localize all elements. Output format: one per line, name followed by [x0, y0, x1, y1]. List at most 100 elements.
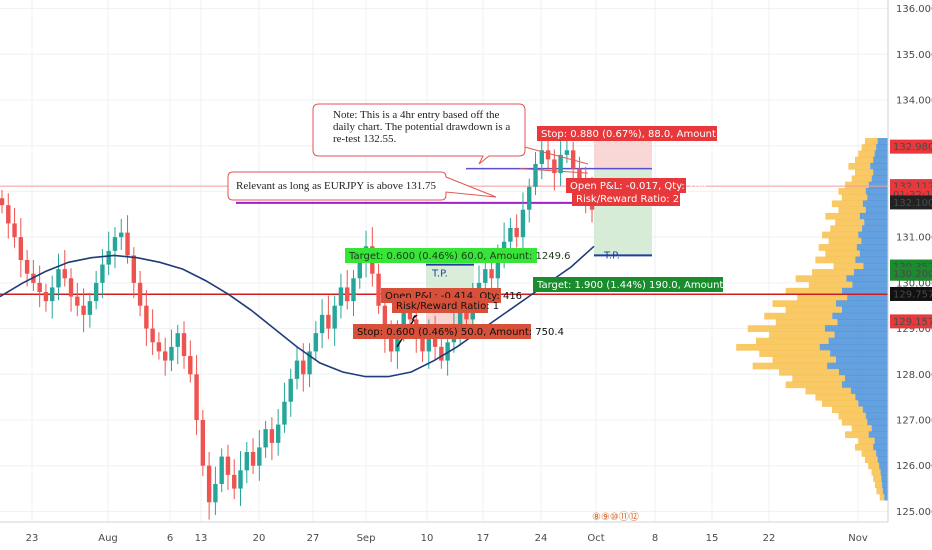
- volume-profile-bar-down: [841, 381, 888, 389]
- candle-up: [395, 328, 400, 352]
- candle-down: [570, 150, 576, 169]
- candle-down: [269, 429, 275, 443]
- candle-up: [357, 260, 362, 279]
- volume-profile-bar-down: [873, 169, 888, 176]
- y-tick-label: 131.000: [896, 233, 932, 244]
- trendline: [519, 145, 589, 165]
- volume-profile-bar-down: [862, 200, 888, 208]
- volume-profile-bar-up: [851, 175, 872, 183]
- x-tick-label: 24: [535, 533, 548, 544]
- open-pnl-label-long: Open P&L: -0.414, Qty: 416: [385, 291, 522, 302]
- stop-label-short-bg: [537, 126, 717, 141]
- volume-profile-bar-down: [865, 412, 888, 420]
- candle-down: [0, 198, 5, 206]
- candle-up: [112, 237, 118, 251]
- open-pnl-label-short: Open P&L: -0.017, Qty: 284: [570, 181, 707, 192]
- candle-down: [432, 333, 438, 347]
- volume-profile-bar-up: [874, 481, 883, 489]
- volume-profile-bar-down: [862, 406, 888, 414]
- candle-down: [225, 456, 231, 475]
- volume-profile-bar-down: [882, 481, 888, 489]
- volume-profile-bar-up: [838, 206, 866, 214]
- volume-profile-bar-down: [841, 306, 888, 314]
- volume-profile-bar-down: [882, 487, 888, 495]
- volume-profile-bar-down: [874, 437, 888, 445]
- volume-profile-bar-down: [865, 187, 888, 195]
- volume-profile-bar-down: [877, 456, 888, 464]
- candle-down: [420, 337, 425, 352]
- volume-profile-bar-up: [864, 456, 878, 464]
- candle-down: [43, 292, 49, 302]
- volume-profile-bar-up: [815, 393, 856, 401]
- volume-profile-bar-down: [868, 181, 888, 189]
- candle-up: [119, 232, 124, 238]
- price-badge-bg: [890, 314, 932, 329]
- volume-profile-bar-down: [858, 231, 888, 239]
- volume-profile-bar-down: [837, 319, 888, 326]
- volume-profile-bar-down: [844, 375, 888, 382]
- volume-profile-bar-up: [868, 462, 880, 470]
- volume-profile-bar-up: [769, 331, 835, 339]
- candle-down: [131, 255, 137, 283]
- price-badge: 129.157: [893, 317, 932, 328]
- volume-profile-bar-up: [764, 312, 833, 320]
- candle-up: [219, 456, 224, 484]
- candle-down: [24, 260, 30, 274]
- candle-down: [62, 269, 67, 279]
- candle-down: [439, 346, 444, 361]
- volume-profile-bar-up: [848, 162, 871, 170]
- volume-profile-bar-up: [858, 437, 875, 445]
- stop-label-long-bg: [353, 324, 531, 339]
- candle-up: [527, 186, 532, 210]
- candle-up: [539, 150, 544, 164]
- candle-down: [18, 237, 24, 260]
- y-tick-label: 128.000: [896, 370, 932, 381]
- volume-profile-bar-up: [825, 250, 860, 258]
- volume-profile-bar-up: [876, 487, 883, 495]
- volume-profile-bar-up: [830, 225, 863, 233]
- candle-down: [388, 337, 394, 352]
- volume-profile-bar-down: [881, 475, 888, 482]
- candle-down: [407, 310, 413, 320]
- note-callout-box: [312, 103, 526, 165]
- candle-up: [244, 452, 249, 471]
- candle-up: [50, 287, 55, 302]
- volume-profile-bar-up: [792, 375, 845, 382]
- target-label-short: Target: 1.900 (1.44%) 190.0, Amount: 153…: [536, 280, 765, 291]
- volume-profile-bar-up: [772, 300, 837, 308]
- volume-profile-bar-down: [834, 331, 888, 339]
- volume-profile-bar-down: [871, 175, 888, 183]
- volume-profile-bar-up: [822, 231, 859, 239]
- volume-profile-bar-up: [797, 294, 848, 301]
- price-badge-bg: [890, 266, 932, 281]
- volume-profile-bar-down: [838, 368, 888, 376]
- volume-profile-bar-up: [785, 287, 842, 295]
- x-tick-label: 10: [421, 533, 434, 544]
- price-badge: 132.117: [893, 182, 932, 193]
- candle-up: [275, 424, 281, 443]
- candle-up: [319, 314, 325, 334]
- candle-up: [533, 164, 538, 187]
- price-badge: 129.757: [893, 289, 932, 300]
- volume-profile-bar-down: [880, 468, 888, 476]
- stop-label-short: Stop: 0.880 (0.67%), 88.0, Amount: 750.0…: [541, 129, 757, 140]
- arrow-head: [411, 314, 418, 322]
- candle-down: [125, 232, 130, 256]
- candle-down: [489, 269, 494, 279]
- x-tick-label: 15: [706, 533, 719, 544]
- y-tick-label: 136.000: [896, 4, 932, 15]
- volume-profile-bar-down: [859, 250, 888, 258]
- x-tick-label: 22: [763, 533, 776, 544]
- volume-profile-bar-up: [805, 387, 851, 395]
- candle-up: [332, 305, 337, 329]
- x-tick-label: 6: [167, 533, 173, 544]
- candle-down: [301, 360, 306, 375]
- y-tick-label: 125.000: [896, 507, 932, 518]
- callout-box: [227, 171, 497, 201]
- y-tick-label: 134.000: [896, 96, 932, 107]
- volume-profile-bar-down: [832, 312, 888, 320]
- candle-up: [213, 484, 218, 503]
- price-badge: 132.100: [893, 198, 932, 209]
